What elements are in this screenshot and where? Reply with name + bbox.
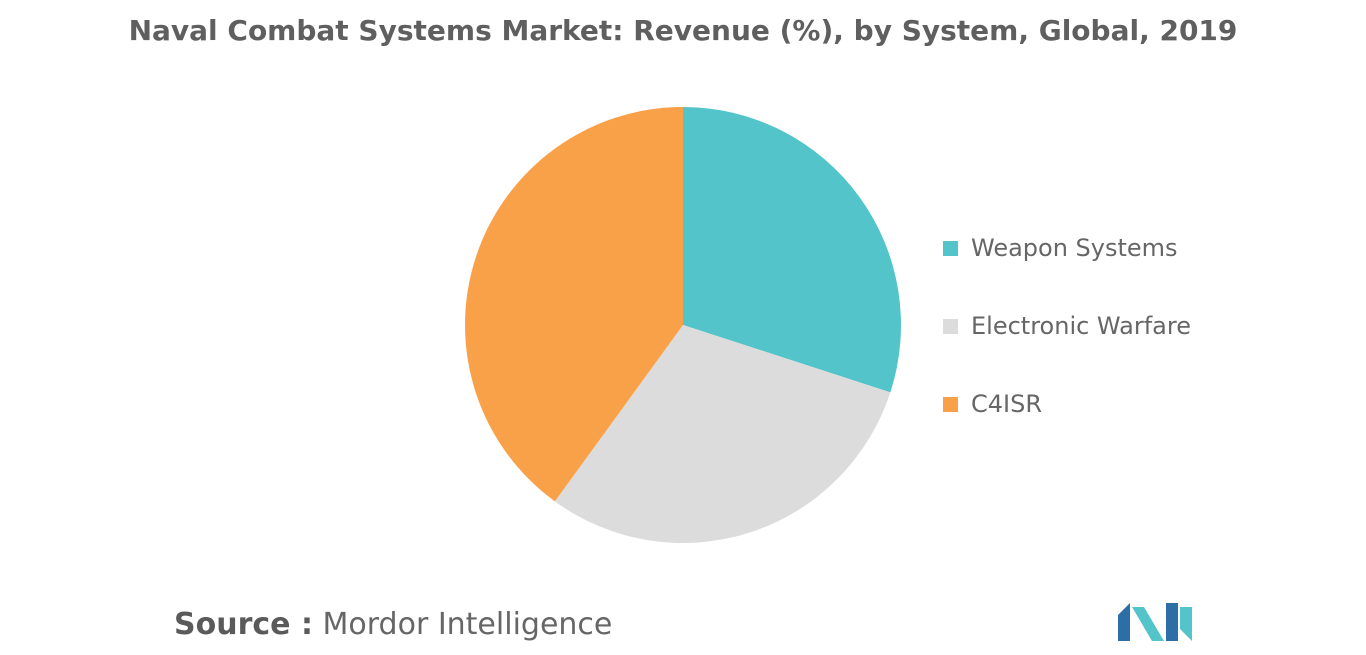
pie-slice-electronic-warfare (554, 325, 891, 543)
legend-item-weapon-systems: Weapon Systems (943, 228, 1191, 268)
pie-slice-weapon-systems (683, 107, 902, 393)
chart-legend: Weapon Systems Electronic Warfare C4ISR (943, 228, 1191, 462)
legend-item-electronic-warfare: Electronic Warfare (943, 306, 1191, 346)
source-credit: Source : Mordor Intelligence (174, 607, 612, 642)
chart-title: Naval Combat Systems Market: Revenue (%)… (128, 14, 1238, 47)
pie-slice-c4isr (465, 107, 683, 502)
source-label: Source : (174, 607, 313, 642)
legend-item-c4isr: C4ISR (943, 384, 1191, 424)
source-name: Mordor Intelligence (322, 607, 613, 642)
logo-right-stroke (1166, 603, 1178, 641)
legend-swatch-electronic-warfare (943, 318, 958, 334)
logo-tail-stroke (1180, 607, 1192, 641)
mordor-intelligence-logo (1118, 603, 1192, 641)
legend-label-weapon-systems: Weapon Systems (971, 234, 1178, 262)
pie-slices (465, 107, 902, 543)
logo-left-stroke (1118, 603, 1130, 641)
logo-middle-stroke (1132, 607, 1164, 641)
legend-label-c4isr: C4ISR (971, 390, 1043, 418)
legend-swatch-weapon-systems (943, 240, 958, 256)
legend-swatch-c4isr (943, 396, 958, 412)
legend-label-electronic-warfare: Electronic Warfare (971, 312, 1191, 340)
